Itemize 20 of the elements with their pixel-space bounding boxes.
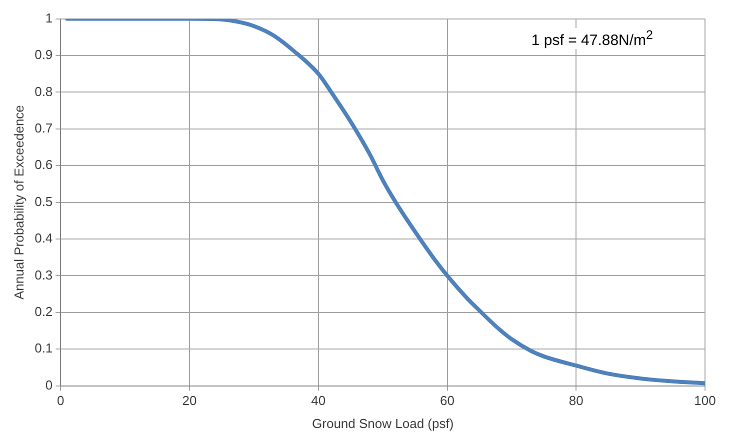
y-axis-title: Annual Probability of Exceedence (11, 105, 26, 300)
y-tick-label: 0.3 (34, 267, 53, 282)
x-tick-label: 0 (57, 393, 64, 408)
x-axis-title: Ground Snow Load (psf) (312, 416, 454, 431)
x-tick-label: 100 (694, 393, 716, 408)
y-tick-label: 0.5 (34, 194, 53, 209)
y-tick-label: 0.9 (34, 47, 53, 62)
y-tick-label: 0 (45, 377, 53, 392)
x-tick-label: 80 (568, 393, 584, 408)
y-tick-label: 0.7 (34, 120, 53, 136)
y-tick-label: 0.2 (34, 304, 53, 319)
y-tick-label: 0.4 (34, 230, 53, 246)
y-tick-label: 0.1 (34, 340, 53, 356)
x-tick-label: 60 (440, 393, 455, 408)
y-tick-label: 1 (45, 10, 53, 26)
annotation: 1 psf = 47.88N/m$^{2}$ (529, 28, 655, 49)
y-tick-label: 0.6 (34, 157, 53, 172)
x-tick-label: 20 (182, 393, 197, 408)
x-tick-label: 40 (311, 393, 326, 408)
y-tick-label: 0.8 (34, 84, 53, 99)
